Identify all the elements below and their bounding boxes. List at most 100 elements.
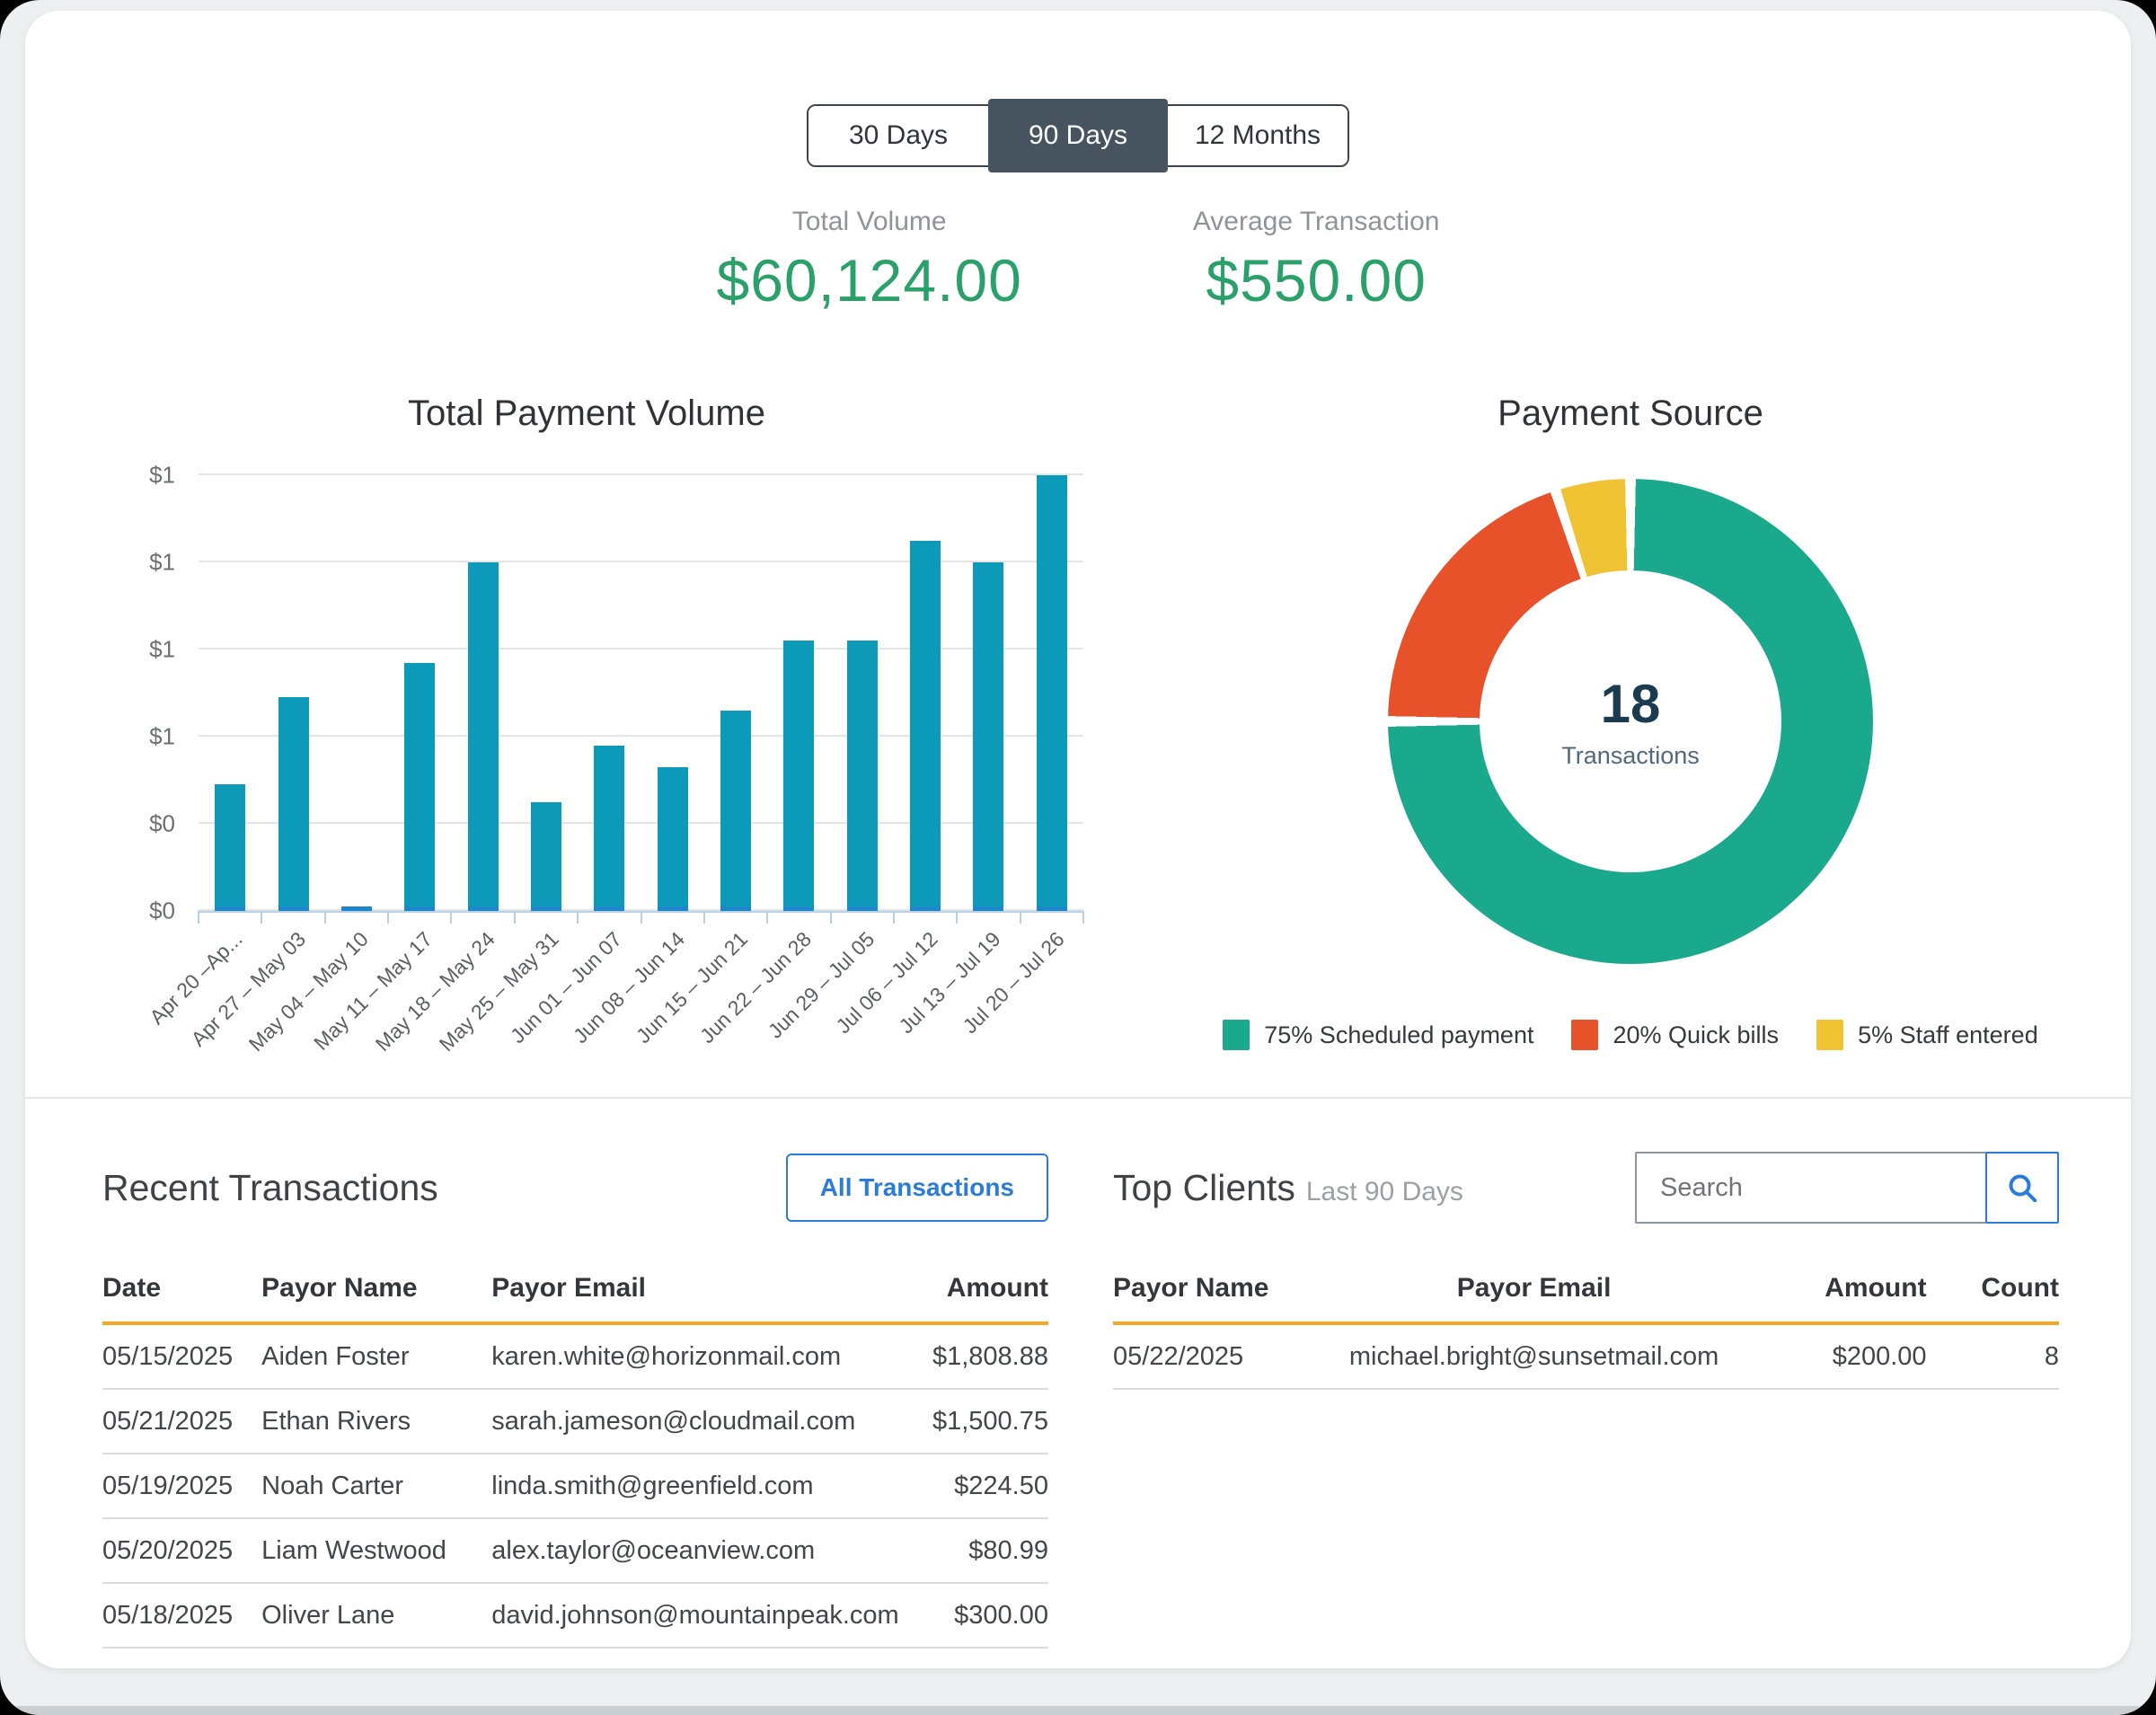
recent-transactions-cell: 05/18/2025	[102, 1583, 261, 1648]
table-row[interactable]: 05/17/2025Lucas Bennettemily.watson@rive…	[102, 1648, 1048, 1668]
volume-bar[interactable]	[658, 767, 688, 911]
transaction-count: 18	[1601, 673, 1661, 735]
volume-bar[interactable]	[720, 711, 751, 911]
volume-bar[interactable]	[847, 641, 878, 911]
bar-slot: May 25 – May 31	[515, 475, 578, 911]
recent-transactions-body: 05/15/2025Aiden Fosterkaren.white@horizo…	[102, 1323, 1048, 1668]
recent-transactions-cell: 05/15/2025	[102, 1323, 261, 1389]
toggle-90-days[interactable]: 90 Days	[988, 99, 1168, 172]
table-row[interactable]: 05/20/2025Liam Westwoodalex.taylor@ocean…	[102, 1518, 1048, 1583]
screen-bottom-strip	[0, 1706, 2156, 1715]
recent-transactions-column-header: Date	[102, 1273, 261, 1323]
all-transactions-button[interactable]: All Transactions	[786, 1154, 1048, 1222]
x-axis-tick	[450, 911, 452, 924]
legend-item: 20% Quick bills	[1571, 1020, 1779, 1050]
recent-transactions-cell: alex.taylor@oceanview.com	[491, 1518, 898, 1583]
tables-row: Recent Transactions All Transactions Dat…	[25, 1099, 2131, 1668]
period-toggle: 30 Days 90 Days 12 Months	[807, 104, 1349, 167]
payment-volume-chart-section: Total Payment Volume $1$1$1$1$0$0 Apr 20…	[25, 393, 1130, 1050]
recent-transactions-cell: 05/19/2025	[102, 1454, 261, 1518]
top-clients-title: Top ClientsLast 90 Days	[1113, 1167, 1463, 1209]
y-tick-label: $0	[149, 897, 175, 925]
table-row[interactable]: 05/19/2025Noah Carterlinda.smith@greenfi…	[102, 1454, 1048, 1518]
recent-transactions-title: Recent Transactions	[102, 1167, 438, 1209]
recent-transactions-cell: 05/17/2025	[102, 1648, 261, 1668]
top-clients-column-header: Payor Name	[1113, 1273, 1321, 1323]
table-row[interactable]: 05/22/2025michael.bright@sunsetmail.com$…	[1113, 1323, 2059, 1389]
bar-slot: Jun 15 – Jun 21	[704, 475, 767, 911]
legend-label: 75% Scheduled payment	[1264, 1021, 1533, 1049]
legend-item: 5% Staff entered	[1816, 1020, 2038, 1050]
top-clients-panel: Top ClientsLast 90 Days	[1113, 1151, 2059, 1668]
table-row[interactable]: 05/15/2025Aiden Fosterkaren.white@horizo…	[102, 1323, 1048, 1389]
volume-bar[interactable]	[468, 562, 499, 911]
recent-transactions-head: DatePayor NamePayor EmailAmount	[102, 1273, 1048, 1323]
legend-swatch	[1571, 1020, 1598, 1050]
volume-bar[interactable]	[910, 541, 941, 911]
recent-transactions-cell: karen.white@horizonmail.com	[491, 1323, 898, 1389]
bar-slot: May 04 – May 10	[325, 475, 388, 911]
recent-transactions-column-header: Amount	[899, 1273, 1048, 1323]
toggle-30-days[interactable]: 30 Days	[808, 106, 988, 165]
recent-transactions-cell: Liam Westwood	[261, 1518, 491, 1583]
x-axis-tick	[1082, 911, 1084, 924]
recent-transactions-cell: sarah.jameson@cloudmail.com	[491, 1389, 898, 1454]
bar-slot: May 18 – May 24	[451, 475, 514, 911]
bar-chart-y-axis: $1$1$1$1$0$0	[110, 475, 175, 911]
payment-source-chart-section: Payment Source 18 Transactions 75% Sched…	[1130, 393, 2131, 1050]
x-axis-tick	[577, 911, 579, 924]
recent-transactions-table: DatePayor NamePayor EmailAmount05/15/202…	[102, 1273, 1048, 1668]
recent-transactions-cell: emily.watson@riverbend.com	[491, 1648, 898, 1668]
x-axis-tick	[893, 911, 895, 924]
y-tick-label: $1	[149, 549, 175, 577]
x-axis-tick	[387, 911, 389, 924]
volume-bar[interactable]	[783, 641, 814, 911]
recent-transactions-cell: $80.99	[899, 1518, 1048, 1583]
x-tick-label: Jun 22 – Jun 28	[695, 927, 817, 1048]
recent-transactions-header-row: DatePayor NamePayor EmailAmount	[102, 1273, 1048, 1323]
bar-slot: Apr 27 – May 03	[261, 475, 324, 911]
x-axis-tick	[1020, 911, 1021, 924]
table-row[interactable]: 05/18/2025Oliver Lanedavid.johnson@mount…	[102, 1583, 1048, 1648]
volume-bar[interactable]	[341, 906, 372, 911]
recent-transactions-header: Recent Transactions All Transactions	[102, 1151, 1048, 1224]
volume-bar[interactable]	[531, 802, 561, 911]
recent-transactions-cell: Oliver Lane	[261, 1583, 491, 1648]
bar-chart-plot: Apr 20 –Ap...Apr 27 – May 03May 04 – May…	[199, 475, 1083, 911]
average-transaction-label: Average Transaction	[1193, 207, 1440, 237]
top-clients-header-row: Payor NamePayor EmailAmountCount	[1113, 1273, 2059, 1323]
x-tick-label: Apr 27 – May 03	[186, 927, 310, 1051]
recent-transactions-cell: $1,808.88	[899, 1323, 1048, 1389]
bar-slot: Jul 06 – Jul 12	[894, 475, 957, 911]
search-icon	[2004, 1170, 2040, 1206]
recent-transactions-cell: $224.50	[899, 1454, 1048, 1518]
volume-bar[interactable]	[1037, 475, 1067, 911]
recent-transactions-column-header: Payor Name	[261, 1273, 491, 1323]
top-clients-cell: 8	[1927, 1323, 2059, 1389]
x-axis-tick	[956, 911, 958, 924]
search-button[interactable]	[1985, 1152, 2059, 1224]
table-row[interactable]: 05/21/2025Ethan Riverssarah.jameson@clou…	[102, 1389, 1048, 1454]
search-input[interactable]	[1635, 1152, 1987, 1224]
average-transaction-value: $550.00	[1193, 246, 1440, 314]
volume-bar[interactable]	[594, 746, 624, 911]
top-clients-body: 05/22/2025michael.bright@sunsetmail.com$…	[1113, 1323, 2059, 1389]
x-axis-tick	[261, 911, 262, 924]
recent-transactions-cell: Noah Carter	[261, 1454, 491, 1518]
top-clients-column-header: Count	[1927, 1273, 2059, 1323]
recent-transactions-cell: linda.smith@greenfield.com	[491, 1454, 898, 1518]
volume-bar[interactable]	[973, 562, 1003, 911]
recent-transactions-cell: david.johnson@mountainpeak.com	[491, 1583, 898, 1648]
x-axis-tick	[703, 911, 705, 924]
volume-bar[interactable]	[215, 784, 245, 911]
toggle-12-months[interactable]: 12 Months	[1168, 106, 1348, 165]
top-clients-column-header: Payor Email	[1321, 1273, 1747, 1323]
total-volume-stat: Total Volume $60,124.00	[717, 207, 1022, 314]
volume-bar[interactable]	[278, 697, 309, 911]
legend-item: 75% Scheduled payment	[1223, 1020, 1533, 1050]
volume-bar[interactable]	[404, 663, 435, 911]
x-axis-tick	[830, 911, 832, 924]
recent-transactions-cell: 05/21/2025	[102, 1389, 261, 1454]
top-clients-cell: $200.00	[1747, 1323, 1927, 1389]
y-tick-label: $1	[149, 462, 175, 490]
